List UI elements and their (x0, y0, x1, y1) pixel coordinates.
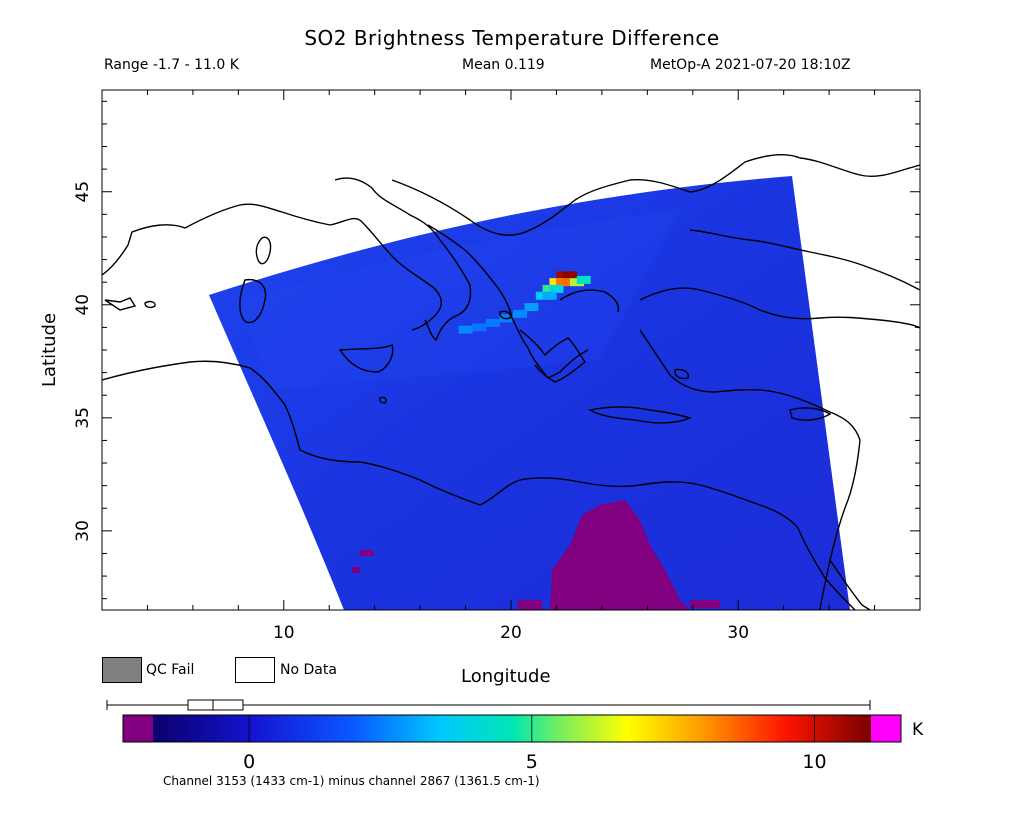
negative-patch (690, 600, 720, 608)
no-data-label: No Data (280, 662, 337, 678)
y-tick-label: 45 (73, 181, 93, 203)
axis-tick-labels: 10 20 30 30 35 40 45 (73, 181, 749, 643)
satellite-time-label: MetOp-A 2021-07-20 18:10Z (650, 57, 851, 73)
plume-cell (485, 318, 500, 327)
plume-cell (576, 275, 591, 284)
plume-cell (556, 278, 571, 287)
colorbar-ticks: 0 5 10 (243, 715, 827, 773)
colorbar-tick-label: 5 (526, 751, 538, 773)
y-tick-label: 30 (73, 520, 93, 542)
coastlines (102, 154, 920, 610)
y-axis-label: Latitude (39, 313, 60, 387)
map-title: SO2 Brightness Temperature Difference (304, 26, 720, 50)
channel-caption: Channel 3153 (1433 cm-1) minus channel 2… (163, 774, 540, 788)
colorbar: 0 5 10 (106, 699, 902, 773)
swath-field (209, 176, 850, 610)
colorbar-unit: K (912, 720, 924, 740)
x-tick-label: 30 (727, 623, 749, 643)
negative-region (550, 500, 690, 610)
negative-patch (360, 550, 374, 556)
plume-cell (513, 309, 528, 318)
y-tick-label: 35 (73, 407, 93, 429)
colorbar-frame (122, 714, 902, 743)
no-data-swatch (235, 657, 275, 683)
plume-cell (549, 284, 564, 293)
plume-cell (472, 323, 487, 332)
range-label: Range -1.7 - 11.0 K (104, 57, 239, 73)
data-swath (209, 176, 850, 610)
colorbar-over-swatch (871, 715, 901, 742)
plume-cell (458, 325, 473, 334)
x-tick-label: 10 (273, 623, 295, 643)
plume-cell (563, 271, 578, 280)
negative-patch (518, 600, 542, 610)
axis-ticks (101, 90, 921, 610)
so2-plume (458, 271, 591, 334)
swath-shade (240, 210, 680, 390)
colorbar-under-swatch (123, 715, 153, 742)
colorbar-tick-label: 10 (802, 751, 826, 773)
plume-cell (542, 291, 557, 300)
plume-cell (524, 303, 539, 312)
colorbar-gradient (153, 715, 871, 742)
colorbar-box (187, 699, 244, 711)
y-tick-label: 40 (73, 294, 93, 316)
negative-patch (352, 567, 360, 573)
qc-fail-swatch (102, 657, 142, 683)
x-tick-label: 20 (500, 623, 522, 643)
mean-label: Mean 0.119 (462, 57, 545, 73)
colorbar-tick-label: 0 (243, 751, 255, 773)
x-axis-label: Longitude (461, 666, 551, 687)
qc-fail-label: QC Fail (146, 662, 195, 678)
